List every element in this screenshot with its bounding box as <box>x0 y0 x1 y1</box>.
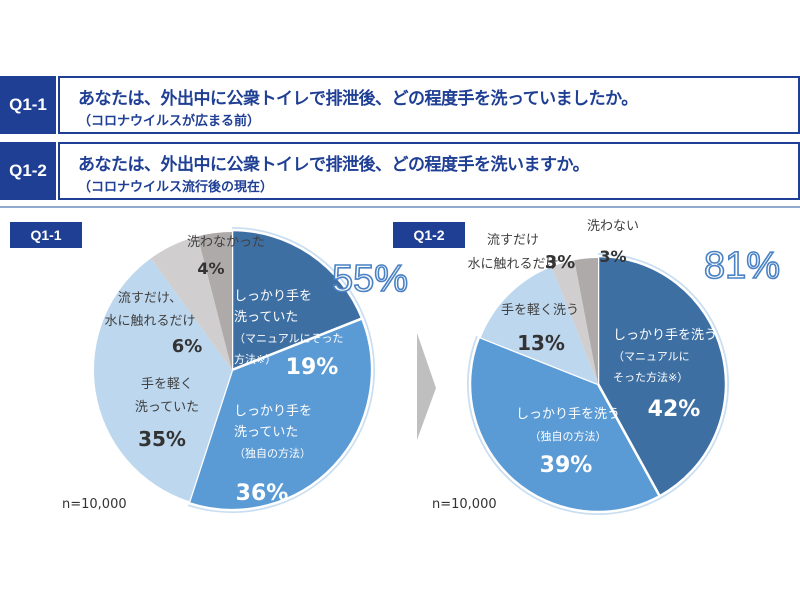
slice-label-manual: （マニュアルに <box>613 350 690 363</box>
slice-label-light: 洗っていた <box>135 400 199 415</box>
sample-size-q1-1: n=10,000 <box>62 497 127 512</box>
question-text: あなたは、外出中に公衆トイレで排泄後、どの程度手を洗いますか。 <box>78 155 590 175</box>
divider <box>0 206 800 208</box>
slice-label-own: しっかり手を <box>234 404 312 419</box>
pie-slice-own <box>468 335 662 514</box>
question-subtext: （コロナウイルスが広まる前） <box>78 114 261 129</box>
slice-label-own: 洗っていた <box>234 425 298 440</box>
data-label-manual: 19% <box>286 355 339 380</box>
question-row-q1-2: Q1-2 あなたは、外出中に公衆トイレで排泄後、どの程度手を洗いますか。 （コロ… <box>0 142 800 200</box>
slice-label-manual: しっかり手を <box>234 289 312 304</box>
slice-label-rinse: 水に触れるだけ <box>104 314 195 329</box>
slice-label-rinse: 水に触れるだけ <box>467 257 558 272</box>
slice-label-none: 洗わない <box>587 219 639 234</box>
slice-label-manual: そった方法※） <box>613 370 688 384</box>
chart-title-q1-1: Q1-1 <box>10 222 82 248</box>
chart-title-q1-2: Q1-2 <box>393 222 465 248</box>
data-label-none: 3% <box>599 247 626 266</box>
question-box: あなたは、外出中に公衆トイレで排泄後、どの程度手を洗っていましたか。 （コロナウ… <box>58 76 800 134</box>
question-subtext: （コロナウイルス流行後の現在） <box>78 180 274 195</box>
slice-label-own: （独自の方法） <box>530 429 607 443</box>
slice-label-rinse: 流すだけ <box>487 233 539 248</box>
slice-label-manual: 洗っていた <box>234 310 298 325</box>
slice-label-own: しっかり手を洗う <box>516 407 620 422</box>
pie-slice-light <box>93 258 232 502</box>
question-text: あなたは、外出中に公衆トイレで排泄後、どの程度手を洗っていましたか。 <box>78 89 638 109</box>
pie-slice-light <box>480 266 598 384</box>
pie-slice-rinse <box>551 260 598 384</box>
sample-size-q1-2: n=10,000 <box>432 497 497 512</box>
data-label-own: 36% <box>236 481 289 506</box>
question-tag: Q1-1 <box>0 76 56 134</box>
data-label-own: 39% <box>540 453 593 478</box>
question-row-q1-1: Q1-1 あなたは、外出中に公衆トイレで排泄後、どの程度手を洗っていましたか。 … <box>0 76 800 134</box>
data-label-manual: 42% <box>648 397 701 422</box>
pie-slice-own <box>187 316 374 512</box>
data-label-light: 35% <box>138 427 186 451</box>
slice-label-manual: （マニュアルにそった <box>234 332 343 345</box>
question-box: あなたは、外出中に公衆トイレで排泄後、どの程度手を洗いますか。 （コロナウイルス… <box>58 142 800 200</box>
question-tag: Q1-2 <box>0 142 56 200</box>
data-label-rinse: 6% <box>172 336 203 357</box>
slice-label-rinse: 流すだけ、 <box>118 291 182 306</box>
slice-label-none: 洗わなかった <box>187 235 265 250</box>
highlight-total: 81% <box>704 245 780 287</box>
pie-slice-manual <box>596 254 728 498</box>
arrow-icon <box>417 333 436 440</box>
slice-label-manual: しっかり手を洗う <box>613 328 717 343</box>
data-label-rinse: 3% <box>545 252 576 273</box>
pie-slice-rinse <box>150 236 232 370</box>
highlight-total: 55% <box>332 258 408 300</box>
pie-slice-none <box>574 258 598 384</box>
data-label-light: 13% <box>517 331 565 355</box>
slice-label-manual: 方法※） <box>234 352 276 366</box>
slice-label-light: 手を軽く洗う <box>501 303 579 318</box>
pie-slice-none <box>197 232 232 370</box>
slice-label-light: 手を軽く <box>141 377 193 392</box>
data-label-none: 4% <box>197 259 224 278</box>
pie-slice-manual <box>230 228 364 372</box>
slice-label-own: （独自の方法） <box>234 446 311 460</box>
